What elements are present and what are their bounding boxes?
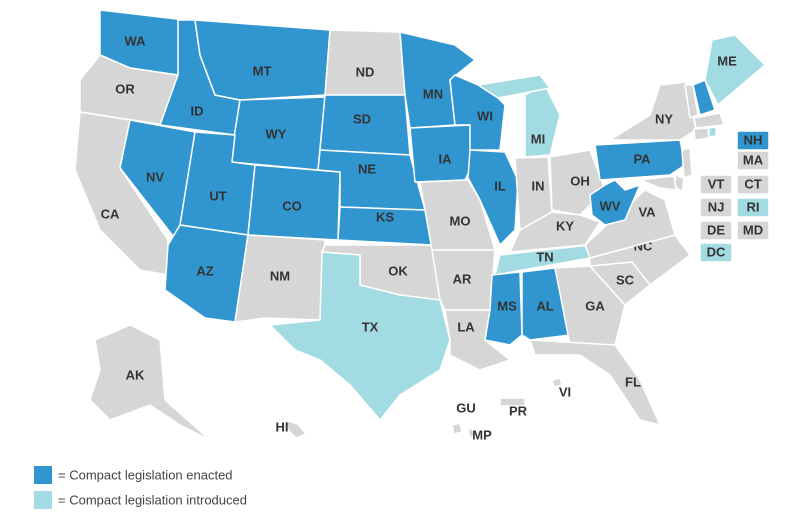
state-label: MO xyxy=(450,213,471,228)
state-label: NH xyxy=(744,132,763,147)
state-label: TX xyxy=(362,319,379,334)
state-shape xyxy=(594,139,686,181)
state-label: AR xyxy=(453,271,472,286)
state-label: PR xyxy=(509,403,528,418)
legend-swatch xyxy=(34,466,52,484)
state-shape xyxy=(194,19,331,101)
state-box xyxy=(699,197,733,218)
state-label: VA xyxy=(638,204,656,219)
state-shape xyxy=(451,422,463,435)
state-label: NJ xyxy=(708,199,725,214)
state-label: KY xyxy=(556,218,574,233)
state-shape xyxy=(639,175,677,191)
state-label: AL xyxy=(536,298,553,313)
state-label: DC xyxy=(707,244,726,259)
state-shape xyxy=(708,126,717,138)
state-label: NY xyxy=(655,111,673,126)
state-shape xyxy=(693,112,725,129)
state-label: CO xyxy=(282,198,302,213)
state-label: LA xyxy=(457,319,475,334)
state-shape xyxy=(89,324,211,441)
state-label: MI xyxy=(531,131,545,146)
state-shape xyxy=(467,427,475,439)
state-label: IL xyxy=(494,178,506,193)
state-label: NE xyxy=(358,161,376,176)
state-shape xyxy=(693,127,710,141)
state-shape xyxy=(529,339,661,426)
state-label: PA xyxy=(633,151,651,166)
state-label: WA xyxy=(125,33,147,48)
state-box xyxy=(736,150,770,171)
state-box xyxy=(736,220,770,241)
state-label: SC xyxy=(616,272,635,287)
state-shape xyxy=(284,419,307,439)
state-box xyxy=(699,242,733,263)
state-label: RI xyxy=(747,199,760,214)
state-label: GU xyxy=(456,400,476,415)
state-label: GA xyxy=(585,298,605,313)
state-shape xyxy=(704,34,766,106)
legend-label: = Compact legislation enacted xyxy=(58,467,233,482)
state-label: CT xyxy=(744,176,761,191)
state-shape xyxy=(234,234,326,323)
state-label: DE xyxy=(707,222,725,237)
state-label: CA xyxy=(101,206,120,221)
state-box xyxy=(699,220,733,241)
state-label: TN xyxy=(536,249,553,264)
state-shape xyxy=(551,377,563,388)
state-label: OR xyxy=(115,81,135,96)
state-label: SD xyxy=(353,111,371,126)
state-label: MS xyxy=(497,298,517,313)
state-label: VT xyxy=(708,176,725,191)
state-label: IN xyxy=(532,178,545,193)
state-shape xyxy=(484,271,523,346)
state-label: AZ xyxy=(196,263,213,278)
state-label: NV xyxy=(146,169,164,184)
state-shape xyxy=(609,81,697,141)
state-shape xyxy=(499,397,526,407)
state-label: OH xyxy=(570,173,590,188)
state-label: NM xyxy=(270,268,290,283)
state-label: HI xyxy=(276,419,289,434)
legend-label: = Compact legislation introduced xyxy=(58,492,247,507)
state-shape xyxy=(467,149,519,246)
state-label: UT xyxy=(209,188,226,203)
state-label: WI xyxy=(477,108,493,123)
state-label: MD xyxy=(743,222,763,237)
state-label: MA xyxy=(743,152,764,167)
state-box xyxy=(736,130,770,151)
state-label: VI xyxy=(559,384,571,399)
state-label: FL xyxy=(625,374,641,389)
state-label: KS xyxy=(376,209,394,224)
state-label: ME xyxy=(717,53,737,68)
state-label: MN xyxy=(423,86,443,101)
state-box xyxy=(699,174,733,195)
legend-swatch xyxy=(34,491,52,509)
state-shape xyxy=(324,29,406,96)
state-label: ND xyxy=(356,64,375,79)
state-label: MP xyxy=(472,427,492,442)
state-shape xyxy=(692,79,716,116)
state-shape xyxy=(589,179,641,226)
state-label: IA xyxy=(439,151,453,166)
state-box xyxy=(736,174,770,195)
state-label: OK xyxy=(388,263,408,278)
state-label: WV xyxy=(600,198,621,213)
state-label: MT xyxy=(253,63,272,78)
state-shape xyxy=(477,74,551,99)
state-box xyxy=(736,197,770,218)
state-shape xyxy=(269,251,451,421)
state-label: WY xyxy=(266,126,287,141)
state-label: AK xyxy=(126,367,145,382)
state-shape xyxy=(684,84,699,119)
state-label: ID xyxy=(191,103,204,118)
state-shape xyxy=(681,147,693,179)
